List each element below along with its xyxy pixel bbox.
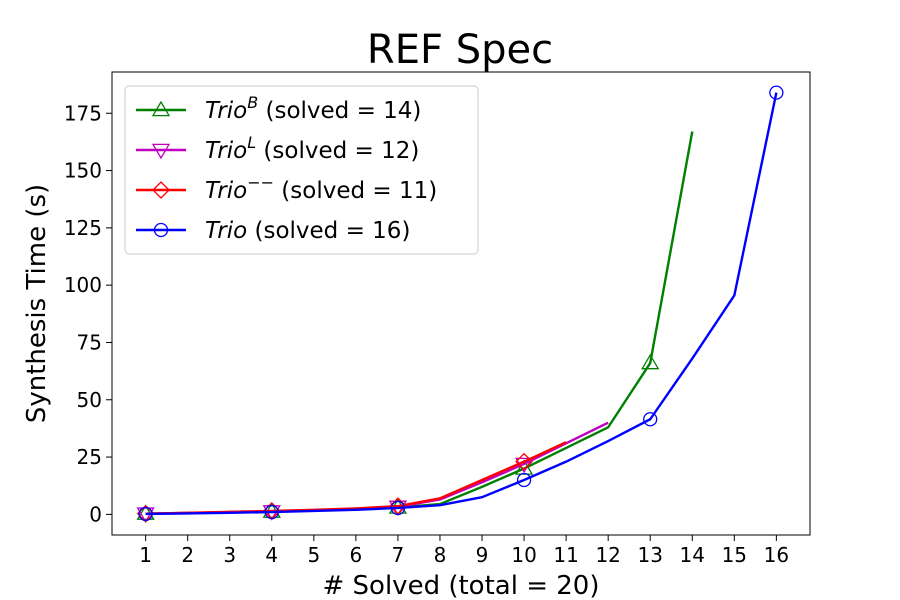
x-tick-label: 1 — [139, 543, 152, 567]
x-tick-label: 4 — [265, 543, 278, 567]
x-tick-label: 9 — [476, 543, 489, 567]
x-tick-label: 5 — [307, 543, 320, 567]
y-axis: 0 25 50 75 100 125 150 175 — [64, 101, 112, 526]
x-tick-label: 6 — [350, 543, 363, 567]
y-tick-label: 125 — [64, 216, 102, 240]
y-tick-label: 150 — [64, 159, 102, 183]
legend-label: Trio−− (solved = 11) — [205, 173, 437, 204]
data-point — [643, 412, 658, 427]
legend-item: Trio−− (solved = 11) — [136, 173, 437, 204]
plot-frame — [111, 71, 811, 536]
legend-marker — [151, 100, 171, 117]
x-axis: 1 2 3 4 5 6 7 8 9 10 11 12 13 14 15 16 — [139, 535, 789, 567]
y-tick-label: 50 — [77, 388, 102, 412]
x-tick-label: 16 — [764, 543, 789, 567]
legend-box — [124, 85, 479, 255]
x-tick-label: 10 — [511, 543, 536, 567]
data-point — [138, 506, 153, 522]
data-point — [390, 500, 406, 516]
y-tick-label: 0 — [89, 502, 102, 526]
series-line — [145, 92, 778, 516]
legend-marker — [153, 222, 169, 238]
legend-label: TrioB (solved = 14) — [205, 93, 421, 124]
x-tick-label: 8 — [434, 543, 447, 567]
series-line — [145, 421, 609, 515]
y-tick-label: 75 — [77, 330, 102, 354]
x-tick-label: 14 — [680, 543, 705, 567]
legend-item: Trio (solved = 16) — [136, 218, 410, 244]
x-tick-label: 15 — [722, 543, 747, 567]
data-point — [515, 452, 533, 471]
data-point — [264, 504, 279, 520]
y-axis-title: Synthesis Time (s) — [22, 184, 52, 423]
y-tick-label: 100 — [64, 273, 102, 297]
x-axis-title: # Solved (total = 20) — [323, 571, 600, 600]
data-point — [641, 353, 660, 370]
data-point — [516, 472, 532, 488]
y-tick-label: 175 — [64, 101, 102, 125]
data-point — [769, 85, 784, 100]
x-tick-label: 7 — [392, 543, 405, 567]
x-tick-label: 12 — [595, 543, 620, 567]
y-tick-label: 25 — [77, 445, 102, 469]
legend-item: TrioL (solved = 12) — [136, 133, 419, 164]
legend-marker — [152, 181, 170, 199]
series-3 — [138, 85, 784, 522]
legend-label: TrioL (solved = 12) — [205, 133, 419, 164]
legend-item: TrioB (solved = 14) — [136, 93, 421, 124]
legend-label: Trio (solved = 16) — [205, 218, 410, 244]
x-tick-label: 13 — [637, 543, 662, 567]
legend-marker — [151, 143, 171, 160]
x-tick-label: 11 — [553, 543, 578, 567]
legend: TrioB (solved = 14) TrioL (solved = 12) Tr… — [124, 85, 479, 255]
x-tick-label: 3 — [223, 543, 236, 567]
chart-title: REF Spec — [367, 27, 553, 73]
plot-area — [136, 85, 784, 523]
x-tick-label: 2 — [181, 543, 194, 567]
